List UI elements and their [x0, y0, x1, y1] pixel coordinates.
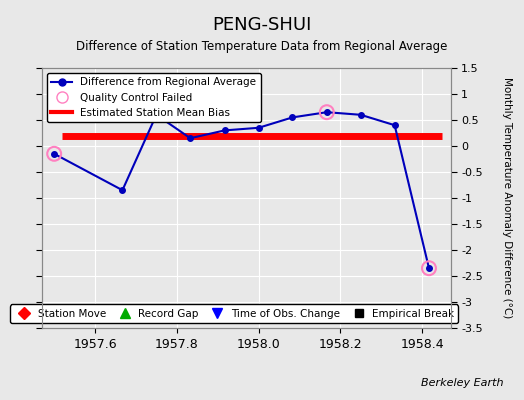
Y-axis label: Monthly Temperature Anomaly Difference (°C): Monthly Temperature Anomaly Difference (…	[502, 77, 512, 319]
Point	[323, 109, 331, 115]
Text: Difference of Station Temperature Data from Regional Average: Difference of Station Temperature Data f…	[77, 40, 447, 53]
Legend: Station Move, Record Gap, Time of Obs. Change, Empirical Break: Station Move, Record Gap, Time of Obs. C…	[9, 304, 458, 323]
Point	[50, 150, 58, 157]
Text: Berkeley Earth: Berkeley Earth	[421, 378, 503, 388]
Point	[425, 265, 433, 271]
Text: PENG-SHUI: PENG-SHUI	[212, 16, 312, 34]
